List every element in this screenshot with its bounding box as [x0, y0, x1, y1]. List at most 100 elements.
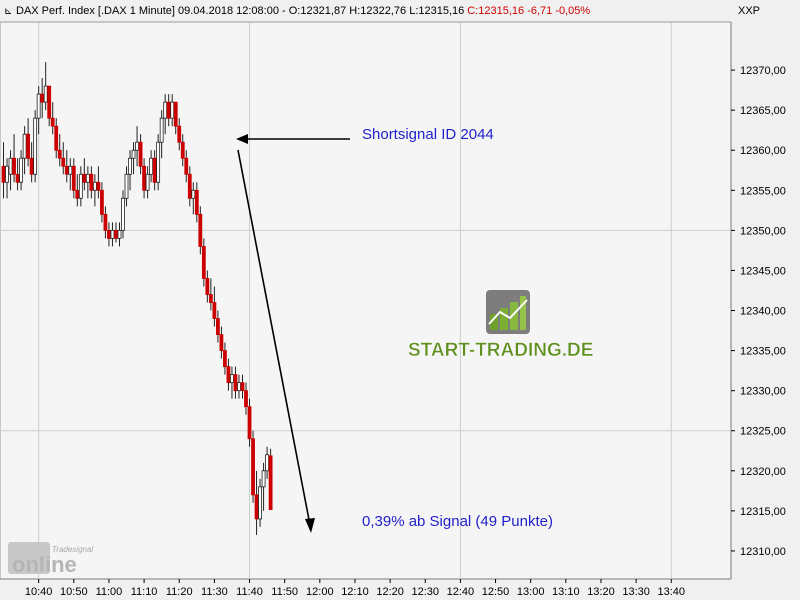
candle-body[interactable] — [215, 318, 220, 335]
candle-body[interactable] — [142, 165, 146, 191]
candle-body[interactable] — [33, 117, 38, 175]
candle-body[interactable] — [149, 157, 154, 175]
logo-icon-bar-4 — [520, 296, 526, 330]
candle-body[interactable] — [237, 382, 241, 392]
candle-body[interactable] — [103, 213, 108, 231]
candle-body[interactable] — [57, 149, 62, 159]
candle-body[interactable] — [54, 125, 59, 151]
candle-body[interactable] — [251, 438, 255, 496]
start-trading-logo: START-TRADING.DE — [408, 290, 594, 361]
candlesticks[interactable] — [1, 62, 273, 535]
candle-body[interactable] — [166, 101, 171, 119]
candle-body[interactable] — [138, 141, 143, 167]
candle-body[interactable] — [145, 173, 150, 191]
candle-body[interactable] — [180, 141, 185, 159]
candle-body[interactable] — [96, 181, 101, 191]
candle-body[interactable] — [240, 382, 245, 392]
y-tick-label: 12345,00 — [740, 265, 786, 277]
x-axis-ticks: 10:40 10:50 11:00 11:10 11:20 11:30 11:40 11:50… — [25, 579, 685, 598]
candle-body[interactable] — [258, 486, 262, 520]
candle-body[interactable] — [26, 133, 31, 159]
x-tick-label: 11:20 — [166, 586, 193, 598]
y-tick-label: 12350,00 — [740, 225, 786, 237]
candle-body[interactable] — [208, 294, 213, 303]
candle-body[interactable] — [205, 278, 210, 295]
candle-body[interactable] — [92, 181, 97, 191]
y-tick-label: 12325,00 — [740, 426, 786, 438]
candle-body[interactable] — [159, 117, 164, 143]
x-tick-label: 12:10 — [341, 586, 369, 598]
candle-body[interactable] — [124, 173, 129, 199]
y-tick-label: 12355,00 — [740, 185, 786, 197]
candle-body[interactable] — [89, 173, 94, 191]
candle-body[interactable] — [47, 85, 52, 119]
candle-body[interactable] — [68, 165, 73, 175]
candle-body[interactable] — [100, 189, 104, 215]
candle-body[interactable] — [12, 157, 16, 175]
candle-body[interactable] — [223, 350, 227, 368]
candle-body[interactable] — [194, 189, 199, 215]
candle-body[interactable] — [131, 149, 136, 159]
candle-body[interactable] — [212, 302, 217, 319]
candle-body[interactable] — [71, 165, 76, 191]
candle-body[interactable] — [5, 165, 9, 183]
candle-body[interactable] — [187, 173, 192, 199]
candle-body[interactable] — [265, 454, 269, 472]
candle-body[interactable] — [61, 157, 66, 167]
candle-body[interactable] — [40, 93, 45, 103]
candle-body[interactable] — [170, 101, 175, 119]
candle-body[interactable] — [201, 246, 206, 279]
candle-body[interactable] — [261, 470, 266, 488]
candle-body[interactable] — [219, 334, 224, 351]
candle-body[interactable] — [233, 374, 238, 392]
candle-body[interactable] — [177, 125, 182, 143]
candle-body[interactable] — [198, 213, 203, 247]
candle-body[interactable] — [29, 157, 34, 175]
watermark-small-text: Tradesignal — [52, 545, 93, 554]
candle-body[interactable] — [117, 229, 122, 239]
candle-body[interactable] — [135, 141, 139, 151]
candle-body[interactable] — [121, 197, 125, 231]
candle-body[interactable] — [78, 173, 83, 199]
candle-body[interactable] — [22, 133, 27, 159]
signal-arrow-head — [236, 134, 248, 144]
candle-body[interactable] — [82, 173, 87, 183]
plot-area[interactable] — [0, 21, 732, 580]
candle-body[interactable] — [163, 101, 168, 119]
candle-body[interactable] — [19, 157, 23, 183]
y-tick-label: 12335,00 — [740, 346, 786, 358]
candle-body[interactable] — [75, 189, 80, 199]
candle-body[interactable] — [128, 157, 132, 175]
candle-body[interactable] — [152, 157, 157, 183]
candle-body[interactable] — [15, 173, 20, 183]
candle-body[interactable] — [1, 165, 6, 183]
title-bar: ⊾ DAX Perf. Index [.DAX 1 Minute] 09.04.… — [0, 5, 760, 23]
candle-body[interactable] — [107, 229, 111, 239]
candle-body[interactable] — [64, 165, 69, 175]
candle-body[interactable] — [247, 406, 252, 440]
candle-body[interactable] — [268, 455, 273, 510]
x-tick-label: 13:30 — [622, 586, 650, 598]
candle-body[interactable] — [50, 117, 55, 127]
candle-body[interactable] — [114, 229, 118, 239]
x-tick-label: 11:00 — [96, 586, 123, 598]
candle-body[interactable] — [85, 173, 90, 183]
candle-body[interactable] — [36, 93, 41, 119]
candle-body[interactable] — [254, 494, 259, 520]
y-axis-panel — [731, 0, 800, 600]
candle-body[interactable] — [184, 157, 189, 175]
candle-body[interactable] — [173, 101, 178, 127]
candle-body[interactable] — [8, 157, 13, 175]
candle-body[interactable] — [230, 374, 234, 384]
watermark-badge — [8, 542, 50, 574]
candle-body[interactable] — [191, 189, 196, 199]
candle-body[interactable] — [226, 366, 231, 384]
candle-body[interactable] — [43, 85, 48, 103]
result-label: 0,39% ab Signal (49 Punkte) — [362, 513, 553, 530]
candle-body[interactable] — [244, 390, 248, 408]
candle-body[interactable] — [156, 141, 161, 183]
brand-text: START-TRADING.DE — [408, 340, 593, 361]
y-tick-label: 12360,00 — [740, 145, 786, 157]
candle-body[interactable] — [110, 229, 115, 239]
